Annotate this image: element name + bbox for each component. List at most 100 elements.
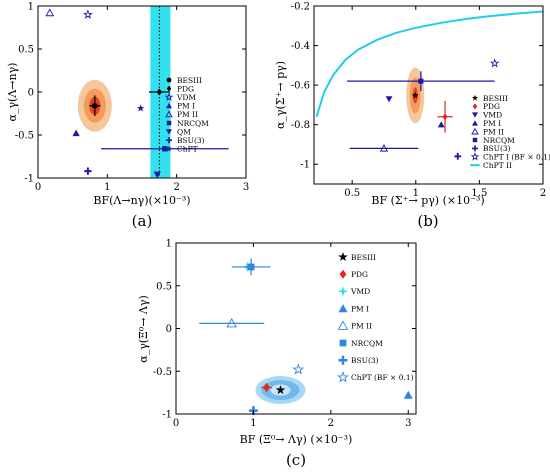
b-ticks: 0.5 1 1.5 2 -1 -0.8 -0.6 -0.4 -0.2: [291, 2, 546, 200]
y-tick-label: 0: [166, 324, 172, 335]
point-bsu-3: [454, 152, 462, 160]
b-panel-label: (b): [417, 212, 438, 230]
a-panel-label: (a): [132, 212, 153, 230]
x-tick-label: 0.5: [344, 188, 360, 199]
legend-marker-vdm: [164, 92, 174, 102]
x-tick-label: 1: [104, 182, 110, 193]
y-tick-label: 0.5: [18, 45, 34, 56]
legend-marker-qm: [166, 129, 172, 135]
legend-label-chpt-ii: ChPT II: [483, 161, 512, 170]
c-x-axis-label: BF (Ξ⁰→ Λγ) (×10⁻³): [240, 433, 353, 446]
y-tick-label: -1: [24, 174, 34, 185]
legend-marker-nrcqm: [166, 120, 172, 126]
point-pm-ii: [226, 317, 238, 328]
y-tick-label: -0.6: [291, 81, 310, 92]
legend-label-vdm: VDM: [176, 93, 196, 102]
legend-label-vmd: VMD: [350, 287, 370, 296]
point-chpt: [136, 104, 145, 112]
a-marks: [45, 8, 229, 179]
legend-label-nrcqm: NRCQM: [483, 136, 515, 145]
point-pm-ii: [45, 8, 55, 17]
legend-label-bsu-3: BSU(3): [177, 136, 205, 145]
c-ticks: 0 1 2 3 -1 -0.5 0 0.5 1: [153, 239, 416, 429]
x-tick-label: 2: [173, 182, 179, 193]
x-tick-label: 1: [250, 418, 256, 429]
legend-label-chpt: ChPT: [177, 145, 198, 154]
point-bsu-3: [84, 167, 92, 175]
point-nrcqm: [162, 146, 168, 152]
legend-marker-besiii: [166, 77, 172, 83]
legend-label-besiii: BESIII: [351, 253, 376, 262]
y-tick-label: -0.5: [15, 131, 34, 142]
legend-label-pm-ii: PM II: [177, 110, 198, 119]
legend-label-chpt-i-bf-0-1: ChPT I (BF × 0.1): [483, 153, 550, 162]
y-tick-label: -1: [300, 160, 310, 171]
a-plot-frame: [37, 5, 247, 179]
point-besiii: [275, 385, 286, 395]
y-tick-label: -0.8: [291, 120, 310, 131]
x-tick-label: 1.5: [471, 188, 487, 199]
y-tick-label: -0.5: [153, 367, 172, 378]
y-tick-label: -1: [162, 410, 172, 421]
legend-marker-pm-ii: [165, 110, 173, 118]
y-tick-label: 0.5: [156, 281, 172, 292]
point-chpt-bf-0-1: [292, 363, 305, 375]
legend-marker-chpt: [165, 145, 173, 152]
point-nrcqm: [418, 78, 424, 84]
y-tick-label: -0.4: [291, 41, 310, 52]
b-x-axis-label: BF (Σ⁺→ pγ) (×10⁻³): [371, 194, 484, 207]
legend-label-besiii: BESIII: [177, 76, 202, 85]
c-marks: [199, 258, 413, 416]
a-y-axis-label: α_γ(Λ→nγ): [6, 63, 19, 122]
legend-marker-bsu-3: [338, 355, 348, 365]
legend-label-bsu-3: BSU(3): [351, 356, 379, 365]
legend-label-pdg: PDG: [177, 84, 194, 93]
legend-marker-pm-ii: [471, 127, 479, 135]
x-tick-label: 1: [413, 188, 419, 199]
legend-label-pdg: PDG: [483, 102, 500, 111]
c-y-axis-label: α_γ(Ξ⁰→ Λγ): [137, 295, 150, 362]
legend-marker-pdg: [339, 269, 347, 279]
x-tick-label: 0: [35, 182, 41, 193]
x-tick-label: 0: [173, 418, 179, 429]
point-pdg: [156, 88, 163, 96]
legend-label-pm-i: PM I: [177, 102, 195, 111]
legend-marker-chpt-bf-0-1: [336, 371, 350, 383]
b-plot-frame: [313, 5, 544, 185]
a-ticks: 0 1 2 3 -1 -0.5 0 0.5 1: [15, 2, 249, 194]
y-tick-label: 0: [28, 88, 34, 99]
point-pm-i: [72, 129, 80, 137]
legend-marker-pdg: [166, 85, 172, 92]
legend-label-nrcqm: NRCQM: [177, 119, 209, 128]
panel-c: 0 1 2 3 -1 -0.5 0 0.5 1 BESIII PDG VMD PM I PM II NRC…: [137, 239, 417, 469]
point-vdm: [82, 9, 93, 19]
legend-marker-besiii: [338, 252, 348, 261]
legend-label-chpt-bf-0-1: ChPT (BF × 0.1): [351, 373, 414, 382]
c-panel-label: (c): [286, 451, 306, 469]
point-pdg: [442, 113, 448, 121]
point-chpt-i-bf-0-1: [489, 58, 500, 68]
legend-marker-pm-i: [166, 102, 172, 109]
legend-marker-chpt-i-bf-0-1: [470, 152, 480, 161]
point-pdg: [263, 382, 270, 392]
point-nrcqm: [247, 263, 255, 271]
point-vmd: [385, 96, 393, 103]
legend-label-bsu-3: BSU(3): [483, 144, 511, 153]
legend-label-besiii: BESIII: [483, 94, 508, 103]
y-tick-label: 1: [28, 2, 34, 13]
y-tick-label: -0.2: [291, 2, 310, 13]
legend-label-vmd: VMD: [482, 111, 502, 120]
point-besiii: [411, 91, 419, 99]
panel-b: 0.5 1 1.5 2-1-0.8-0.6-0.4-0.2 BESIIIPDGVMDP…: [274, 2, 550, 231]
point-pm-i: [437, 121, 445, 128]
b-marks: [347, 58, 500, 160]
legend-label-pm-i: PM I: [351, 304, 369, 313]
legend-marker-pm-ii: [337, 320, 349, 330]
legend-marker-nrcqm: [339, 339, 347, 347]
legend-label-pm-i: PM I: [483, 119, 501, 128]
x-tick-label: 2: [328, 418, 334, 429]
y-tick-label: 1: [166, 239, 172, 250]
x-tick-label: 3: [243, 182, 249, 193]
